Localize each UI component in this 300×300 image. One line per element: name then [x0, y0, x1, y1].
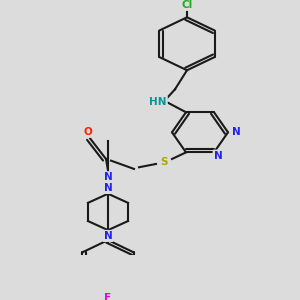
Text: S: S — [160, 157, 168, 167]
Text: Cl: Cl — [182, 0, 193, 10]
Text: F: F — [104, 293, 112, 300]
Text: N: N — [103, 183, 112, 193]
Text: N: N — [232, 127, 240, 137]
Text: N: N — [103, 172, 112, 182]
Text: N: N — [103, 231, 112, 241]
Text: N: N — [214, 151, 222, 161]
Text: O: O — [84, 127, 92, 137]
Text: HN: HN — [149, 97, 167, 107]
